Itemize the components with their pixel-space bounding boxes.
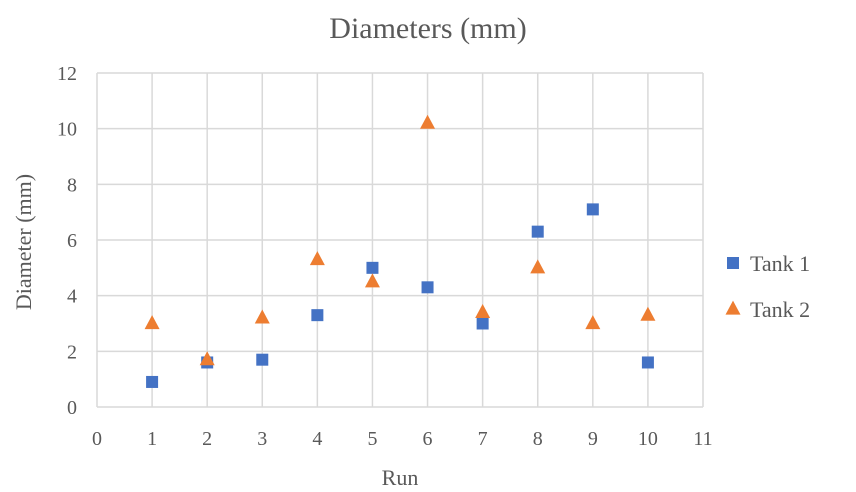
y-tick-label: 2: [67, 341, 77, 363]
data-point: [420, 114, 436, 129]
x-tick-label: 10: [638, 428, 658, 450]
x-tick-label: 4: [312, 428, 322, 450]
series-2: [144, 114, 656, 366]
chart-title: Diameters (mm): [329, 12, 526, 45]
legend: Tank 1 Tank 2: [725, 251, 810, 322]
legend-label: Tank 2: [750, 297, 810, 322]
y-tick-label: 4: [67, 286, 77, 308]
data-point: [585, 315, 601, 330]
data-point: [421, 281, 434, 294]
x-tick-label: 11: [693, 428, 712, 450]
series-1: [146, 203, 654, 388]
y-tick-label: 0: [67, 397, 77, 419]
data-point: [146, 375, 159, 388]
y-tick-labels: 0 2 4 6 8 10 12: [57, 63, 77, 419]
y-tick-label: 8: [67, 174, 77, 196]
y-tick-label: 10: [57, 119, 77, 141]
data-point: [254, 309, 270, 324]
data-point: [641, 356, 654, 369]
data-point: [366, 261, 379, 274]
data-point: [476, 317, 489, 330]
x-tick-label: 6: [423, 428, 433, 450]
x-tick-labels: 0 1 2 3 4 5 6 7 8 9 10 11: [92, 428, 713, 450]
x-tick-label: 7: [478, 428, 488, 450]
x-tick-label: 0: [92, 428, 102, 450]
data-points: [144, 114, 656, 388]
data-point: [311, 309, 324, 322]
data-point: [309, 251, 325, 266]
x-axis-label: Run: [382, 465, 419, 490]
data-point: [144, 315, 160, 330]
legend-label: Tank 1: [750, 251, 810, 276]
y-tick-label: 12: [57, 63, 77, 85]
data-point: [530, 259, 546, 274]
gridlines: [96, 72, 704, 408]
data-point: [364, 273, 380, 288]
data-point: [640, 306, 656, 321]
data-point: [531, 225, 544, 238]
y-axis-label: Diameter (mm): [11, 174, 36, 310]
data-point: [199, 351, 215, 366]
data-point: [475, 303, 491, 318]
x-tick-label: 3: [257, 428, 267, 450]
x-tick-label: 5: [367, 428, 377, 450]
data-point: [586, 203, 599, 216]
legend-marker: [727, 257, 739, 269]
legend-marker: [725, 300, 741, 315]
x-tick-label: 1: [147, 428, 157, 450]
x-tick-label: 8: [533, 428, 543, 450]
x-tick-label: 2: [202, 428, 212, 450]
x-tick-label: 9: [588, 428, 598, 450]
y-tick-label: 6: [67, 230, 77, 252]
data-point: [256, 353, 269, 366]
